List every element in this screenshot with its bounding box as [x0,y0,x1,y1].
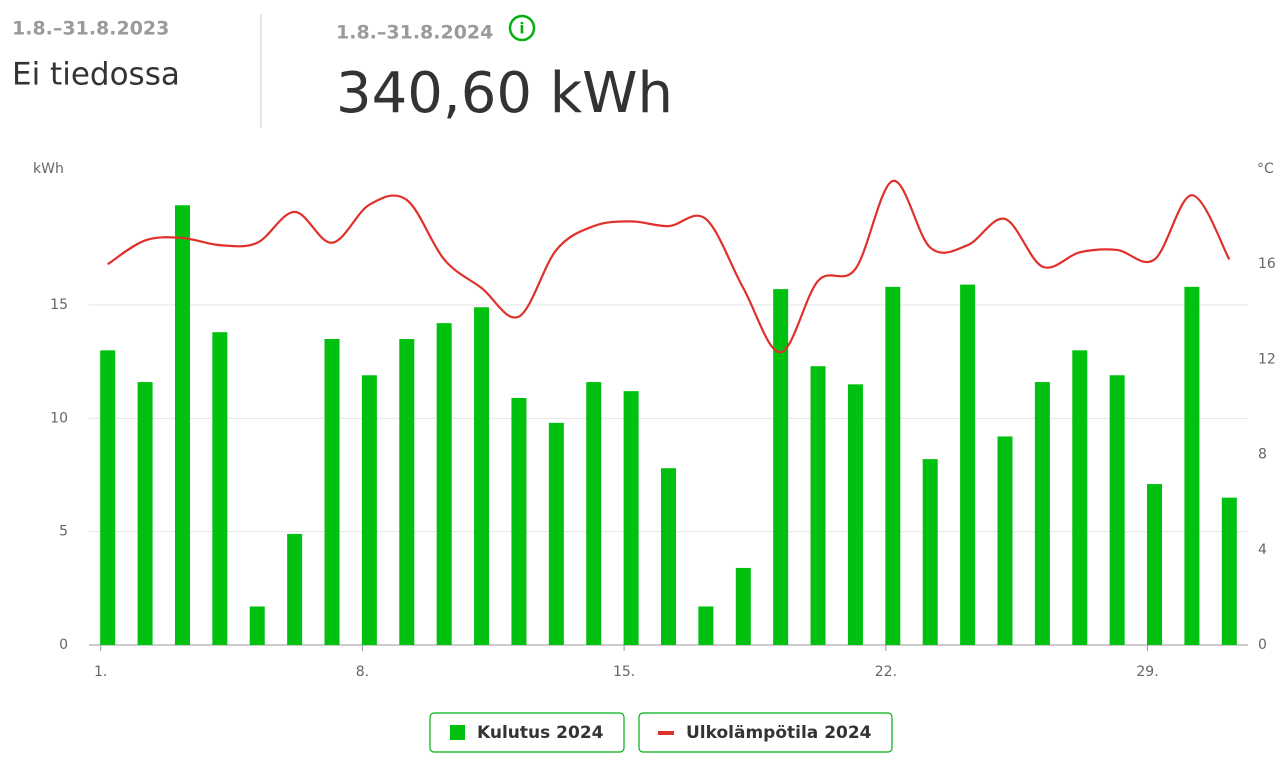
bar [399,339,415,645]
legend: Kulutus 2024 Ulkolämpötila 2024 [429,712,893,753]
bar [773,289,789,645]
legend-swatch[interactable] [450,725,465,740]
x-tick-label: 22. [875,664,897,680]
y2-unit: °C [1257,161,1274,177]
y-tick-label: 5 [59,524,68,540]
bar [735,567,751,645]
info-icon[interactable] [508,14,536,42]
bar [661,468,676,645]
bar [361,375,377,645]
legend-label[interactable]: Kulutus 2024 [477,723,604,743]
bar [885,286,901,645]
bar [287,533,303,645]
legend-label[interactable]: Ulkolämpötila 2024 [686,723,872,743]
bar [1184,286,1200,645]
bar [474,307,490,645]
x-tick-label: 29. [1136,664,1158,680]
legend-item[interactable] [429,712,625,753]
legend-item[interactable] [638,712,893,753]
bar [137,382,153,645]
bar [548,422,564,645]
plot: 0 5 10 15 0 4 8 12 16 1. 8. 15. 22. 29. [50,179,1276,680]
line [107,179,1231,354]
bar [1072,350,1088,645]
bar [698,606,714,645]
bar [174,205,190,645]
x-tick-label: 8. [356,664,369,680]
current-value: 340,60 kWh [336,61,673,126]
y2-tick-label: 0 [1258,637,1267,653]
legend-swatch[interactable] [658,731,674,735]
y2-tick-label: 4 [1258,542,1267,558]
y2-tick-label: 12 [1258,351,1276,367]
previous-period: 1.8.–31.8.2023 [12,18,169,40]
bar [997,436,1013,645]
bar [436,323,452,645]
bar [847,384,863,645]
bar [1147,484,1163,645]
bar [1109,375,1125,645]
bar [249,606,265,645]
y-tick-label: 15 [50,297,68,313]
bar [586,382,602,645]
y-tick-label: 10 [50,410,68,426]
y-tick-label: 0 [59,637,68,653]
bar [623,391,639,645]
x-tick-label: 15. [613,664,635,680]
bar [960,284,976,645]
bar [1221,497,1237,645]
bar [922,459,938,645]
bar [324,339,340,645]
y-unit: kWh [33,161,64,177]
bar [511,397,527,645]
y2-tick-label: 16 [1258,256,1276,272]
info-icon-label[interactable]: i [519,20,524,38]
previous-value: Ei tiedossa [12,57,180,93]
y2-tick-label: 8 [1258,447,1267,463]
bar [1034,382,1050,645]
bar [212,332,228,645]
x-tick-label: 1. [94,664,107,680]
bar [100,350,116,645]
bar [810,366,826,645]
current-period: 1.8.–31.8.2024 [336,22,493,44]
